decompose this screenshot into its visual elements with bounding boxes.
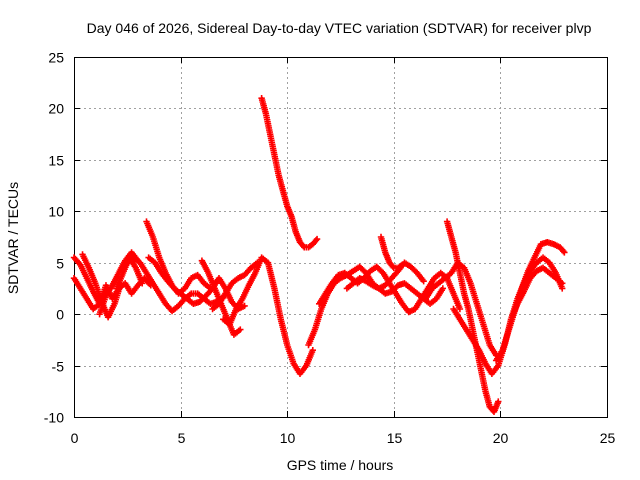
x-tick-label: 10 xyxy=(280,430,296,446)
data-point xyxy=(420,278,427,285)
series-arc-16 xyxy=(377,233,406,272)
series-arc-21 xyxy=(507,264,566,323)
data-point xyxy=(299,242,307,250)
data-point xyxy=(254,259,261,266)
y-tick-label: -10 xyxy=(44,410,64,426)
data-point xyxy=(561,249,568,256)
data-point xyxy=(309,346,316,354)
x-axis-label: GPS time / hours xyxy=(287,457,394,473)
y-tick-label: 15 xyxy=(48,153,64,169)
plot-frame xyxy=(74,57,608,418)
series-arc-12 xyxy=(258,94,321,251)
data-point xyxy=(312,237,320,244)
data-point xyxy=(559,280,566,287)
data-point xyxy=(389,263,396,270)
x-tick-label: 15 xyxy=(387,430,403,446)
series-arc-11 xyxy=(209,259,261,313)
y-tick-label: 10 xyxy=(48,204,64,220)
data-point xyxy=(560,247,567,255)
data-point xyxy=(139,280,146,287)
series-arc-17 xyxy=(422,259,500,359)
x-tick-label: 0 xyxy=(71,430,79,446)
y-tick-label: 20 xyxy=(48,101,64,117)
x-tick-label: 20 xyxy=(493,430,509,446)
series-arc-15 xyxy=(343,274,447,308)
data-point xyxy=(456,305,464,313)
y-axis-label: SDTVAR / TECUs xyxy=(5,182,21,294)
y-tick-label: 25 xyxy=(48,50,64,66)
series-arc-10 xyxy=(220,254,316,377)
chart-title: Day 046 of 2026, Sidereal Day-to-day VTE… xyxy=(87,20,592,36)
y-tick-label: 0 xyxy=(56,307,64,323)
grid xyxy=(74,57,607,417)
data-point xyxy=(495,398,502,405)
data-marks xyxy=(70,94,568,416)
data-point xyxy=(237,326,244,333)
data-point xyxy=(439,285,447,292)
x-tick-label: 5 xyxy=(178,430,186,446)
y-tick-label: -5 xyxy=(52,359,65,375)
series-arc-18 xyxy=(443,218,502,416)
data-point xyxy=(241,302,248,310)
y-tick-label: 5 xyxy=(56,256,64,272)
series-arc-20 xyxy=(492,238,568,364)
x-tick-label: 25 xyxy=(600,430,616,446)
data-point xyxy=(313,235,321,243)
data-point xyxy=(399,261,406,268)
